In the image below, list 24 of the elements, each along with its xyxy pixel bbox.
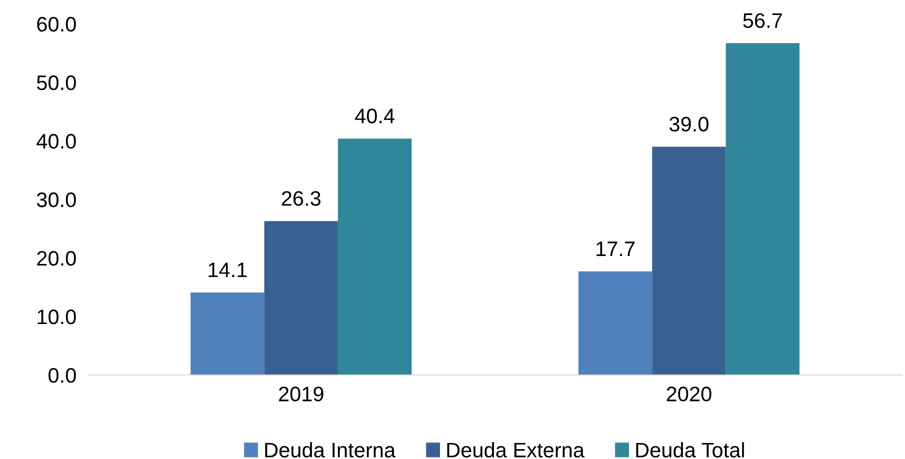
data-label: 56.7 xyxy=(743,13,782,28)
x-tick-label: 2020 xyxy=(666,386,712,402)
y-tick-label: 40.0 xyxy=(36,134,76,149)
bar xyxy=(190,292,264,376)
y-tick-label: 60.0 xyxy=(37,16,76,32)
data-label: 40.4 xyxy=(355,108,394,124)
bar xyxy=(338,138,412,376)
y-tick-label: 50.0 xyxy=(36,75,76,90)
legend-label: Deuda Interna xyxy=(265,442,396,458)
legend-label: Deuda Externa xyxy=(447,442,585,458)
data-label: 14.1 xyxy=(208,262,247,278)
bar xyxy=(264,221,338,376)
legend-label: Deuda Total xyxy=(636,442,744,458)
y-tick-label: 30.0 xyxy=(36,192,76,208)
y-tick-label: 10.0 xyxy=(38,309,76,324)
y-tick-label: 20.0 xyxy=(37,250,76,266)
data-label: 39.0 xyxy=(669,116,708,132)
bar xyxy=(652,146,726,376)
bar xyxy=(726,43,800,376)
data-label: 17.7 xyxy=(596,242,634,256)
x-tick-label: 2019 xyxy=(278,386,324,402)
bar xyxy=(578,271,652,376)
data-label: 26.3 xyxy=(282,191,320,206)
y-tick-label: 0.0 xyxy=(48,368,76,383)
